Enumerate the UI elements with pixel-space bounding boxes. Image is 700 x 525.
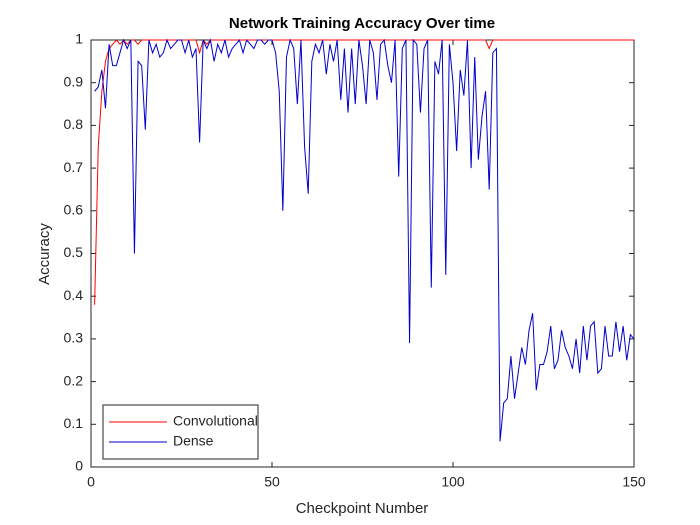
legend-label: Convolutional — [173, 413, 258, 429]
line-series — [94, 38, 634, 305]
line-series — [94, 38, 635, 442]
y-tick-label: 0.8 — [64, 116, 84, 132]
legend-label: Dense — [173, 433, 214, 449]
x-tick-label: 150 — [622, 474, 646, 490]
y-tick-label: 0.7 — [64, 159, 84, 175]
y-tick-label: 0.3 — [64, 330, 84, 346]
y-tick-label: 0.2 — [64, 372, 84, 388]
y-axis-label: Accuracy — [36, 223, 53, 285]
y-tick-label: 0.6 — [64, 202, 84, 218]
x-axis-label: Checkpoint Number — [296, 500, 429, 517]
y-tick-label: 1 — [75, 31, 83, 47]
y-tick-label: 0.4 — [64, 287, 84, 303]
legend-box — [102, 404, 259, 460]
x-tick-label: 0 — [87, 474, 95, 490]
y-tick-label: 0.9 — [64, 73, 84, 89]
x-tick-label: 100 — [441, 474, 465, 490]
plot-area — [90, 39, 635, 468]
y-tick-label: 0.1 — [64, 415, 84, 431]
y-tick-label: 0.5 — [64, 244, 84, 260]
chart-title: Network Training Accuracy Over time — [229, 15, 495, 32]
x-tick-label: 50 — [264, 474, 280, 490]
y-tick-label: 0 — [75, 458, 83, 474]
